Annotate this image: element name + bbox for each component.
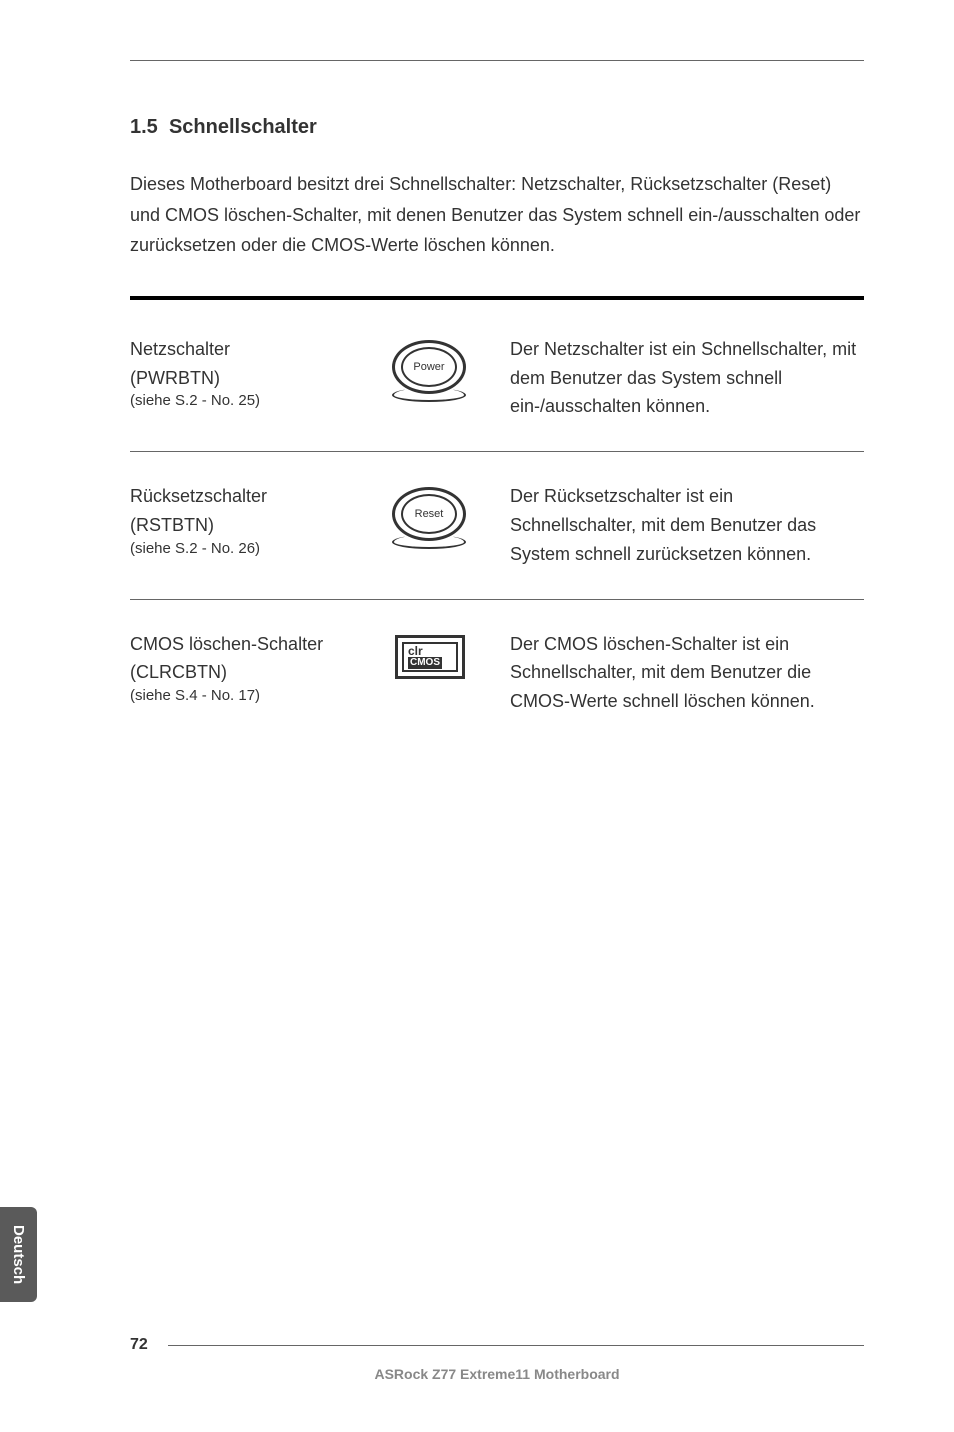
thin-divider [130, 451, 864, 452]
switch-row-power: Netzschalter (PWRBTN) (siehe S.2 - No. 2… [130, 335, 864, 421]
switch-ref: (siehe S.4 - No. 17) [130, 687, 350, 704]
icon-label: Power [401, 347, 457, 387]
thin-divider [130, 599, 864, 600]
thick-divider [130, 296, 864, 300]
switch-icon-cell: Power [370, 335, 490, 410]
switch-label-block: CMOS löschen-Schalter (CLRCBTN) (siehe S… [130, 630, 350, 705]
switch-description-cell: Der Rücksetzschalter ist ein Schnellscha… [510, 482, 864, 568]
switch-name: CMOS löschen-Schalter [130, 630, 350, 659]
page-number: 72 [130, 1336, 148, 1354]
switch-ref: (siehe S.2 - No. 25) [130, 392, 350, 409]
icon-label: Reset [401, 494, 457, 534]
cmos-label-bottom: CMOS [408, 657, 442, 669]
switch-icon-cell: Reset [370, 482, 490, 557]
power-button-icon: Power [392, 340, 468, 410]
footer: 72 ASRock Z77 Extreme11 Motherboard [130, 1336, 864, 1382]
switch-label-block: Rücksetzschalter (RSTBTN) (siehe S.2 - N… [130, 482, 350, 557]
switch-icon-cell: clr CMOS [370, 630, 490, 683]
switch-code: (CLRCBTN) [130, 658, 350, 687]
switch-row-cmos: CMOS löschen-Schalter (CLRCBTN) (siehe S… [130, 630, 864, 716]
footer-product: ASRock Z77 Extreme11 Motherboard [130, 1366, 864, 1382]
cmos-button-icon: clr CMOS [395, 635, 465, 683]
footer-rule [168, 1345, 864, 1346]
switch-code: (RSTBTN) [130, 511, 350, 540]
switch-name: Netzschalter [130, 335, 350, 364]
language-tab: Deutsch [0, 1207, 37, 1302]
switch-description: Der Rücksetzschalter ist ein Schnellscha… [510, 482, 864, 568]
switch-ref: (siehe S.2 - No. 26) [130, 540, 350, 557]
switch-description-cell: Der Netzschalter ist ein Schnellschalter… [510, 335, 864, 421]
section-number: 1.5 [130, 116, 158, 138]
switch-code: (PWRBTN) [130, 364, 350, 393]
section-title: 1.5 Schnellschalter [130, 116, 864, 139]
switch-row-reset: Rücksetzschalter (RSTBTN) (siehe S.2 - N… [130, 482, 864, 568]
switch-description-cell: Der CMOS löschen-Schalter ist ein Schnel… [510, 630, 864, 716]
intro-paragraph: Dieses Motherboard besitzt drei Schnells… [130, 169, 864, 261]
reset-button-icon: Reset [392, 487, 468, 557]
cmos-label-top: clr [408, 645, 456, 657]
switch-label-block: Netzschalter (PWRBTN) (siehe S.2 - No. 2… [130, 335, 350, 410]
switch-name: Rücksetzschalter [130, 482, 350, 511]
switch-description: Der CMOS löschen-Schalter ist ein Schnel… [510, 630, 864, 716]
switch-description: Der Netzschalter ist ein Schnellschalter… [510, 335, 864, 421]
section-title-text: Schnellschalter [169, 116, 317, 138]
top-rule [130, 60, 864, 61]
